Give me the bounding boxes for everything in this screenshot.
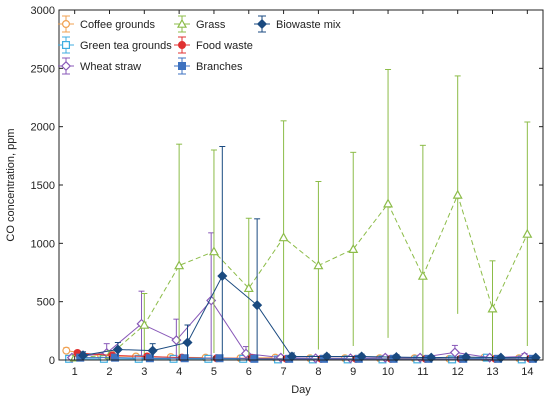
legend-item-wheat-straw: Wheat straw: [58, 57, 141, 75]
point-biowaste-mix-day-4: [182, 337, 193, 348]
point-grass-day-8: [313, 260, 324, 270]
point-grass-day-14: [522, 228, 533, 238]
legend-label-coffee-grounds: Coffee grounds: [80, 19, 156, 31]
point-branches-day-2: [111, 353, 120, 362]
point-biowaste-mix-day-10: [391, 352, 402, 363]
x-tick-label-2: 2: [106, 366, 112, 378]
series-line-grass: [74, 193, 528, 359]
x-tick-label-10: 10: [382, 366, 394, 378]
legend: Coffee grounds Green tea grounds Wheat str…: [58, 15, 341, 75]
point-branches-day-4: [180, 354, 189, 363]
legend-marker-grass: [176, 18, 188, 28]
y-axis-title: CO concentration, ppm: [5, 128, 17, 241]
y-tick-label-2500: 2500: [31, 63, 55, 75]
legend-marker-biowaste-mix: [256, 18, 268, 30]
series-line-biowaste-mix: [82, 275, 536, 359]
x-tick-label-8: 8: [315, 366, 321, 378]
point-green-tea-grounds-day-5: [204, 354, 213, 363]
legend-item-branches: Branches: [174, 57, 243, 75]
y-tick-label-0: 0: [49, 355, 55, 367]
point-biowaste-mix-day-2: [112, 344, 123, 355]
point-grass-day-13: [487, 303, 498, 313]
x-tick-label-5: 5: [211, 366, 217, 378]
series-wheat-straw: [66, 232, 530, 364]
y-tick-label-2000: 2000: [31, 122, 55, 134]
legend-label-biowaste-mix: Biowaste mix: [276, 19, 341, 31]
point-biowaste-mix-day-3: [147, 345, 158, 356]
x-tick-label-1: 1: [72, 366, 78, 378]
x-tick-label-6: 6: [246, 366, 252, 378]
legend-item-green-tea-grounds: Green tea grounds: [58, 36, 172, 54]
legend-item-food-waste: Food waste: [174, 36, 253, 54]
point-coffee-grounds-day-1: [62, 346, 71, 355]
legend-marker-wheat-straw: [60, 60, 72, 72]
point-biowaste-mix-day-6: [252, 300, 263, 311]
legend-item-biowaste-mix: Biowaste mix: [254, 15, 341, 33]
axes: 1 2 3 4 5 6 7 8 9 10 11 12 13 14050010001500200025003…: [5, 5, 544, 396]
y-tick-label-500: 500: [37, 297, 55, 309]
legend-label-food-waste: Food waste: [196, 40, 253, 52]
legend-marker-food-waste: [178, 40, 187, 49]
point-green-tea-grounds-day-12: [448, 355, 457, 364]
point-grass-day-3: [139, 319, 150, 329]
point-grass-day-4: [174, 260, 185, 270]
point-grass-day-11: [417, 270, 428, 280]
y-tick-label-3000: 3000: [31, 5, 55, 17]
legend-label-grass: Grass: [196, 19, 226, 31]
point-grass-day-7: [278, 232, 289, 242]
legend-marker-branches: [178, 61, 187, 70]
x-tick-label-3: 3: [141, 366, 147, 378]
point-grass-day-10: [383, 198, 394, 208]
x-tick-label-14: 14: [521, 366, 533, 378]
legend-marker-green-tea-grounds: [61, 40, 70, 49]
point-branches-day-3: [145, 354, 154, 363]
legend-item-grass: Grass: [174, 15, 226, 33]
point-branches-day-6: [250, 354, 259, 363]
point-grass-day-12: [452, 189, 463, 199]
y-tick-label-1000: 1000: [31, 238, 55, 250]
legend-label-branches: Branches: [196, 61, 243, 73]
series-grass: [69, 69, 533, 362]
x-tick-label-12: 12: [452, 366, 464, 378]
x-tick-label-7: 7: [281, 366, 287, 378]
point-grass-day-6: [243, 283, 254, 293]
x-tick-label-9: 9: [350, 366, 356, 378]
point-green-tea-grounds-day-3: [134, 354, 143, 363]
point-grass-day-9: [348, 243, 359, 253]
point-green-tea-grounds-day-4: [169, 354, 178, 363]
x-tick-label-13: 13: [486, 366, 498, 378]
x-axis-title: Day: [291, 384, 311, 396]
series-biowaste-mix: [77, 146, 541, 363]
point-biowaste-mix-day-5: [217, 270, 228, 282]
legend-item-coffee-grounds: Coffee grounds: [58, 15, 156, 33]
point-branches-day-5: [215, 354, 224, 363]
x-tick-label-11: 11: [417, 366, 428, 378]
y-tick-label-1500: 1500: [31, 180, 55, 192]
legend-label-green-tea-grounds: Green tea grounds: [80, 40, 172, 52]
legend-marker-coffee-grounds: [61, 20, 70, 29]
point-biowaste-mix-day-12: [460, 352, 472, 363]
point-grass-day-5: [208, 246, 219, 256]
series-layer: [62, 69, 541, 364]
point-biowaste-mix-day-7: [286, 351, 297, 362]
x-tick-label-4: 4: [176, 366, 182, 378]
point-biowaste-mix-day-9: [356, 351, 367, 362]
point-biowaste-mix-day-8: [321, 351, 332, 362]
point-wheat-straw-day-12: [449, 347, 460, 358]
legend-label-wheat-straw: Wheat straw: [80, 61, 141, 73]
